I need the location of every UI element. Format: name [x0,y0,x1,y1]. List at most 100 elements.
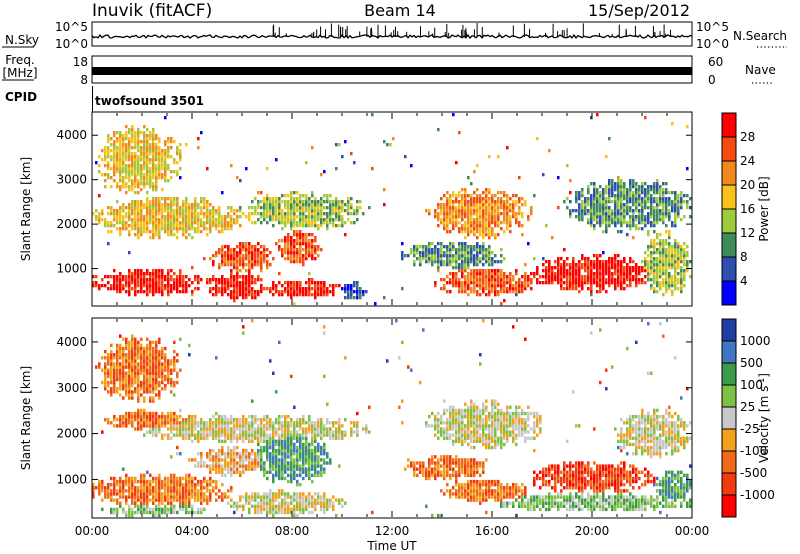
heatmap-cell [644,266,647,270]
heatmap-cell [467,284,470,288]
heatmap-cell [665,284,668,288]
heatmap-cell [524,281,527,285]
heatmap-cell [494,287,497,291]
heatmap-cell [332,212,335,216]
heatmap-cell [170,206,173,210]
heatmap-cell [419,257,422,261]
heatmap-cell [653,191,656,195]
heatmap-cell [131,495,134,499]
heatmap-cell [488,263,491,267]
heatmap-cell [179,408,182,413]
heatmap-cell [476,197,479,201]
heatmap-cell [125,185,128,189]
heatmap-cell [257,203,260,207]
heatmap-cell [143,359,146,363]
heatmap-cell [611,194,614,198]
heatmap-cell [176,371,179,375]
heatmap-cell [134,287,137,291]
heatmap-cell [110,387,113,391]
heatmap-cell [176,380,179,385]
heatmap-cell [266,194,269,198]
heatmap-cell [452,272,455,276]
heatmap-cell [170,424,173,428]
heatmap-cell [140,421,143,425]
heatmap-cell [125,498,128,502]
heatmap-cell [344,287,347,291]
heatmap-cell [131,492,134,496]
y-tick-label: 2000 [56,217,87,231]
heatmap-cell [125,340,128,345]
heatmap-cell [122,155,125,159]
heatmap-cell [581,212,584,216]
heatmap-cell [116,212,119,216]
heatmap-cell [593,266,596,270]
heatmap-cell [122,227,125,231]
heatmap-cell [122,179,125,183]
heatmap-cell [632,185,635,189]
heatmap-cell [617,191,620,195]
heatmap-cell [473,212,476,216]
heatmap-cell [248,212,251,216]
heatmap-cell [290,203,293,207]
heatmap-cell [119,275,122,279]
heatmap-cell [113,418,116,422]
heatmap-cell [593,194,596,198]
heatmap-cell [215,424,218,428]
heatmap-cell [104,489,107,493]
heatmap-cell [257,293,260,297]
heatmap-cell [281,248,284,252]
heatmap-cell [98,155,101,159]
heatmap-cell [248,218,251,222]
heatmap-cell [578,260,581,264]
heatmap-cell [164,158,167,162]
heatmap-cell [209,224,212,228]
heatmap-cell [242,461,245,465]
heatmap-cell [134,143,137,147]
heatmap-cell [158,200,161,204]
heatmap-cell [110,343,113,348]
heatmap-cell [470,212,473,216]
heatmap-cell [185,212,188,216]
heatmap-cell [149,206,152,210]
heatmap-cell [119,362,122,366]
heatmap-cell [599,194,602,198]
heatmap-cell [134,290,137,294]
heatmap-cell [488,236,491,240]
heatmap-cell [434,251,437,255]
heatmap-cell [188,433,191,437]
heatmap-cell [638,278,641,282]
heatmap-cell [149,173,152,177]
heatmap-cell [497,224,500,228]
heatmap-cell [491,257,494,261]
heatmap-cell [179,209,182,213]
heatmap-cell [302,263,305,267]
heatmap-cell [251,421,254,425]
heatmap-cell [179,227,182,231]
heatmap-cell [611,191,614,195]
heatmap-cell [578,275,581,279]
heatmap-cell [122,143,125,147]
heatmap-cell [95,275,98,279]
heatmap-cell [146,349,149,354]
heatmap-cell [581,257,584,261]
heatmap-cell [293,233,296,237]
heatmap-cell [638,215,641,219]
heatmap-cell [170,233,173,237]
heatmap-cell [242,495,245,499]
heatmap-cell [146,158,149,162]
heatmap-cell [452,242,455,246]
heatmap-cell [674,191,677,195]
heatmap-cell [635,218,638,222]
heatmap-cell [134,209,137,213]
heatmap-cell [167,227,170,231]
heatmap-cell [140,149,143,153]
heatmap-cell [227,212,230,216]
heatmap-cell [155,383,158,388]
heatmap-cell [251,504,254,509]
heatmap-cell [311,251,314,255]
nsky-series-line [91,33,693,40]
colorbar-segment [722,233,736,258]
heatmap-cell [290,218,293,222]
heatmap-cell [92,495,95,499]
heatmap-cell [173,486,176,490]
